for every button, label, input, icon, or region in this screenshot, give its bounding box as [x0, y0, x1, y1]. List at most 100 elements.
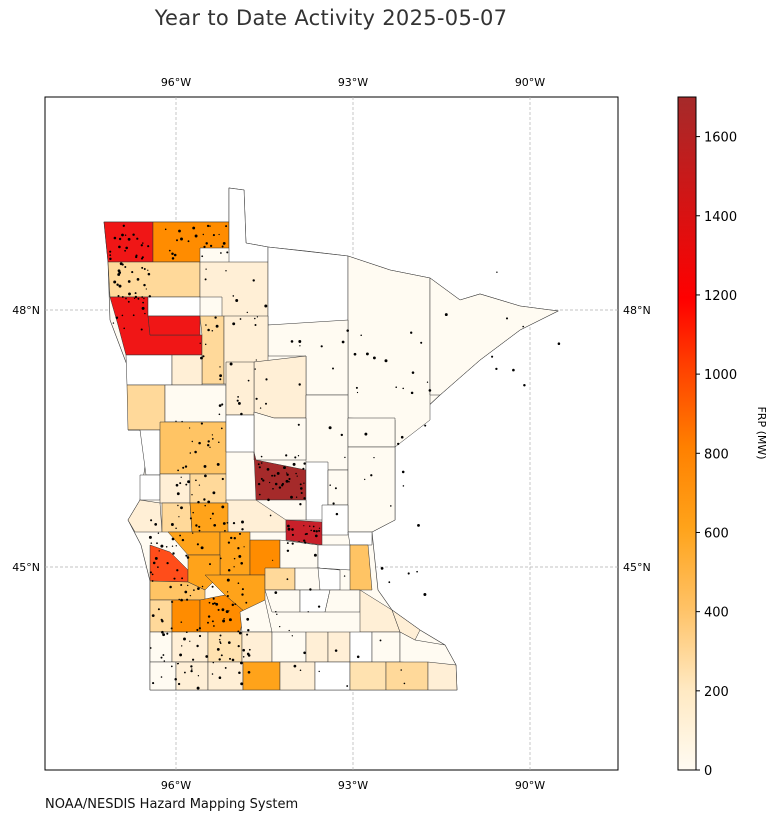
fire-detection-dot [192, 226, 196, 230]
fire-detection-dot [285, 472, 288, 474]
fire-detection-dot [154, 556, 158, 560]
fire-detection-dot [219, 642, 222, 644]
fire-detection-dot [182, 466, 185, 469]
fire-detection-dot [235, 299, 239, 302]
fire-detection-dot [187, 240, 190, 243]
fire-detection-dot [121, 263, 124, 266]
fire-detection-dot [176, 569, 179, 572]
fire-detection-dot [221, 403, 224, 406]
fire-detection-dot [179, 482, 182, 485]
fire-detection-dot [152, 561, 156, 565]
fire-detection-dot [294, 456, 297, 459]
fire-detection-dot [132, 233, 135, 236]
fire-detection-dot [204, 278, 207, 281]
fire-detection-dot [299, 669, 302, 672]
fire-detection-dot [299, 345, 301, 347]
fire-detection-dot [227, 541, 231, 544]
fire-detection-dot [255, 359, 257, 361]
fire-detection-dot [298, 340, 302, 343]
fire-detection-dot [176, 492, 180, 496]
fire-detection-dot [303, 462, 306, 465]
fire-detection-dot [197, 500, 200, 504]
lon-tick-bottom: 93°W [338, 779, 368, 792]
fire-detection-dot [203, 498, 206, 501]
fire-detection-dot [205, 242, 208, 245]
fire-detection-dot [205, 655, 209, 658]
fire-detection-dot [150, 542, 153, 544]
fire-detection-dot [161, 630, 164, 634]
fire-detection-dot [353, 352, 357, 356]
fire-detection-dot [303, 497, 306, 500]
fire-detection-dot [232, 322, 236, 326]
fire-detection-dot [141, 296, 144, 298]
fire-detection-dot [204, 474, 207, 478]
fire-detection-dot [364, 432, 368, 436]
fire-detection-dot [195, 524, 198, 527]
fire-detection-dot [201, 585, 204, 588]
fire-detection-dot [335, 512, 339, 516]
fire-detection-dot [343, 575, 346, 577]
fire-detection-dot [286, 542, 289, 545]
fire-detection-dot [183, 637, 186, 641]
fire-detection-dot [151, 573, 154, 576]
fire-detection-dot [184, 465, 188, 468]
fire-detection-dot [211, 330, 214, 332]
fire-detection-dot [151, 614, 155, 617]
fire-detection-dot [175, 545, 177, 547]
fire-detection-dot [147, 272, 151, 276]
fire-detection-dot [207, 615, 211, 618]
fire-detection-dot [185, 554, 188, 557]
fire-detection-dot [283, 466, 286, 470]
fire-detection-dot [203, 464, 207, 468]
fire-detection-dot [133, 297, 136, 300]
fire-detection-dot [209, 244, 213, 248]
lon-tick-bottom: 90°W [515, 779, 545, 792]
fire-detection-dot [299, 483, 302, 486]
fire-detection-dot [180, 584, 183, 586]
fire-detection-dot [160, 544, 164, 548]
fire-detection-dot [207, 621, 209, 624]
fire-detection-dot [281, 484, 284, 487]
fire-detection-dot [328, 426, 332, 430]
fire-detection-dot [241, 588, 244, 591]
fire-detection-dot [166, 561, 169, 565]
fire-detection-dot [505, 317, 509, 320]
fire-detection-dot [228, 657, 232, 660]
fire-detection-dot [148, 535, 152, 539]
fire-detection-dot [189, 594, 192, 597]
fire-detection-dot [207, 444, 210, 447]
fire-detection-dot [313, 553, 317, 557]
fire-detection-dot [198, 634, 202, 638]
fire-detection-dot [213, 602, 216, 605]
fire-detection-dot [229, 362, 233, 366]
fire-detection-dot [307, 611, 309, 613]
fire-detection-dot [207, 500, 211, 504]
lon-tick-top: 90°W [515, 76, 545, 89]
fire-detection-dot [231, 603, 235, 607]
fire-detection-dot [346, 685, 349, 687]
fire-detection-dot [247, 379, 250, 382]
fire-detection-dot [258, 493, 261, 496]
fire-detection-dot [211, 438, 214, 440]
fire-detection-dot [124, 234, 127, 236]
fire-detection-dot [204, 343, 207, 346]
credit-text: NOAA/NESDIS Hazard Mapping System [45, 797, 299, 812]
fire-detection-dot [255, 397, 258, 400]
fire-detection-dot [365, 352, 369, 356]
fire-detection-dot [227, 568, 231, 572]
fire-detection-dot [143, 283, 146, 287]
fire-detection-dot [402, 485, 405, 487]
fire-detection-dot [169, 585, 172, 589]
fire-detection-dot [189, 640, 191, 642]
fire-detection-dot [287, 527, 291, 531]
fire-detection-dot [136, 278, 140, 281]
fire-detection-dot [219, 378, 222, 381]
fire-detection-dot [240, 682, 244, 686]
fire-detection-dot [228, 610, 230, 612]
fire-detection-dot [177, 682, 181, 686]
fire-detection-dot [303, 482, 305, 484]
fire-detection-dot [218, 658, 221, 661]
fire-detection-dot [254, 368, 256, 370]
fire-detection-dot [163, 660, 166, 662]
fire-detection-dot [209, 563, 211, 566]
